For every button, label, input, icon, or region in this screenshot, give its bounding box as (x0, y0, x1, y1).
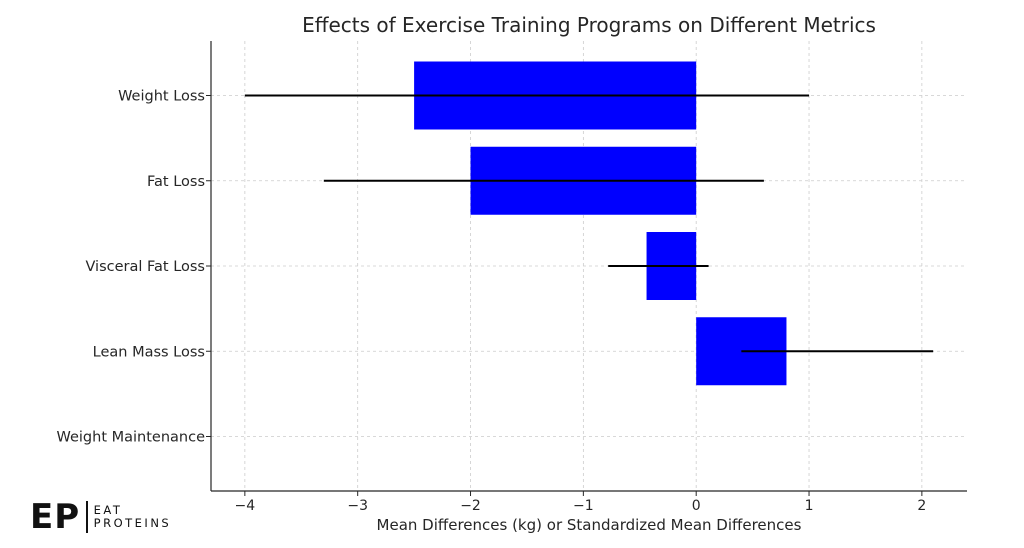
x-tick-label: −3 (347, 498, 368, 514)
logo-line-1: EAT (93, 503, 123, 517)
y-tick-label: Weight Maintenance (56, 430, 205, 446)
x-tick-label: −4 (235, 498, 256, 514)
y-tick-label: Visceral Fat Loss (85, 259, 205, 275)
x-axis-label: Mean Differences (kg) or Standardized Me… (377, 516, 802, 534)
y-tick-label: Lean Mass Loss (93, 344, 205, 360)
logo-divider (86, 501, 88, 533)
y-tick-label: Fat Loss (147, 174, 205, 190)
logo-line-2: PROTEINS (93, 516, 172, 530)
x-tick-label: 1 (805, 498, 814, 514)
logo-words: EAT PROTEINS (94, 504, 172, 530)
x-tick-label: −2 (460, 498, 481, 514)
x-tick-label: −1 (573, 498, 594, 514)
x-tick-label: 2 (917, 498, 926, 514)
x-tick-label: 0 (692, 498, 701, 514)
bars (414, 61, 787, 386)
chart-title: Effects of Exercise Training Programs on… (302, 13, 876, 37)
error-bars (244, 94, 934, 353)
y-tick-label: Weight Loss (118, 89, 205, 105)
eat-proteins-logo: EP EAT PROTEINS (30, 497, 171, 537)
logo-mark: EP (30, 497, 81, 537)
axes: −4 −3 −2 −1 0 1 2 Weight Loss Fat Loss Visceral F… (56, 41, 967, 514)
